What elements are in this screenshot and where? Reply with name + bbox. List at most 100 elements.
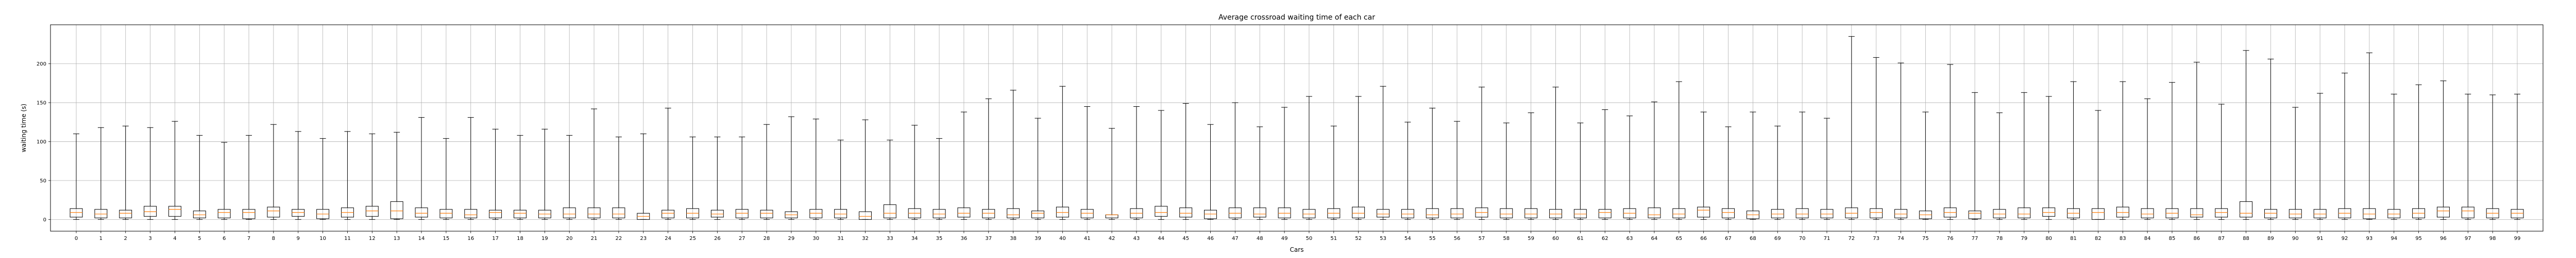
x-tick-label: 3 bbox=[148, 236, 151, 241]
x-tick-label: 82 bbox=[2095, 236, 2102, 241]
iqr-box bbox=[513, 209, 527, 218]
x-tick-label: 61 bbox=[1577, 236, 1584, 241]
x-tick-label: 74 bbox=[1897, 236, 1904, 241]
box-88 bbox=[2240, 50, 2253, 220]
iqr-box bbox=[415, 207, 428, 218]
box-27 bbox=[735, 136, 749, 220]
x-tick-label: 62 bbox=[1602, 236, 1608, 241]
iqr-box bbox=[365, 206, 379, 217]
x-tick-label: 40 bbox=[1059, 236, 1066, 241]
x-tick-label: 73 bbox=[1873, 236, 1879, 241]
iqr-box bbox=[2215, 208, 2228, 218]
y-tick-label: 200 bbox=[37, 61, 46, 67]
box-14 bbox=[415, 117, 428, 220]
box-41 bbox=[1080, 106, 1094, 220]
box-24 bbox=[662, 108, 675, 220]
iqr-box bbox=[2091, 208, 2105, 220]
box-12 bbox=[365, 133, 379, 220]
iqr-box bbox=[834, 209, 848, 218]
x-tick-label: 46 bbox=[1207, 236, 1214, 241]
box-38 bbox=[1007, 90, 1020, 220]
box-28 bbox=[760, 124, 773, 220]
box-25 bbox=[686, 136, 699, 220]
iqr-box bbox=[1031, 211, 1044, 218]
box-58 bbox=[1500, 122, 1513, 220]
iqr-box bbox=[662, 209, 675, 218]
x-tick-label: 93 bbox=[2366, 236, 2372, 241]
box-80 bbox=[2042, 96, 2056, 220]
x-tick-label: 79 bbox=[2021, 236, 2027, 241]
iqr-box bbox=[2240, 201, 2253, 218]
x-tick-label: 98 bbox=[2489, 236, 2496, 241]
box-31 bbox=[834, 139, 848, 220]
x-tick-label: 5 bbox=[198, 236, 201, 241]
iqr-box bbox=[267, 206, 280, 218]
box-86 bbox=[2190, 61, 2204, 220]
x-tick-label: 21 bbox=[591, 236, 598, 241]
x-tick-label: 55 bbox=[1429, 236, 1436, 241]
box-5 bbox=[193, 135, 206, 220]
box-55 bbox=[1426, 108, 1439, 220]
box-7 bbox=[242, 135, 256, 220]
iqr-box bbox=[2042, 207, 2056, 217]
x-tick-label: 66 bbox=[1700, 236, 1707, 241]
box-42 bbox=[1105, 128, 1118, 220]
box-51 bbox=[1327, 125, 1341, 220]
x-tick-label: 53 bbox=[1380, 236, 1386, 241]
grid-layer bbox=[50, 25, 2543, 231]
box-52 bbox=[1352, 96, 1365, 220]
x-tick-label: 29 bbox=[788, 236, 795, 241]
box-95 bbox=[2412, 84, 2426, 220]
iqr-box bbox=[587, 207, 601, 218]
x-tick-label: 67 bbox=[1725, 236, 1732, 241]
box-45 bbox=[1179, 103, 1193, 220]
iqr-box bbox=[1993, 209, 2006, 218]
box-19 bbox=[538, 128, 551, 220]
x-tick-label: 71 bbox=[1824, 236, 1831, 241]
iqr-box bbox=[859, 211, 872, 220]
iqr-box bbox=[760, 209, 773, 218]
box-92 bbox=[2338, 73, 2351, 220]
box-69 bbox=[1771, 125, 1784, 220]
x-tick-label: 92 bbox=[2342, 236, 2348, 241]
x-tick-label: 1 bbox=[99, 236, 103, 241]
box-59 bbox=[1524, 112, 1538, 220]
iqr-box bbox=[2313, 209, 2327, 218]
box-97 bbox=[2461, 93, 2475, 220]
iqr-box bbox=[1549, 209, 1562, 218]
x-tick-label: 56 bbox=[1454, 236, 1461, 241]
x-tick-label: 31 bbox=[837, 236, 844, 241]
box-2 bbox=[119, 125, 132, 220]
iqr-box bbox=[1352, 206, 1365, 218]
x-tick-label: 77 bbox=[1972, 236, 1978, 241]
x-tick-label: 23 bbox=[640, 236, 647, 241]
box-39 bbox=[1031, 118, 1044, 220]
x-tick-label: 85 bbox=[2169, 236, 2176, 241]
box-82 bbox=[2091, 110, 2105, 220]
box-66 bbox=[1697, 111, 1710, 220]
iqr-box bbox=[390, 201, 403, 219]
box-53 bbox=[1377, 86, 1389, 220]
iqr-box bbox=[2387, 209, 2401, 218]
x-tick-label: 10 bbox=[319, 236, 326, 241]
x-tick-label: 16 bbox=[467, 236, 474, 241]
x-tick-label: 52 bbox=[1355, 236, 1362, 241]
iqr-box bbox=[1820, 209, 1834, 218]
x-tick-label: 68 bbox=[1750, 236, 1756, 241]
x-tick-label: 96 bbox=[2440, 236, 2447, 241]
iqr-box bbox=[1672, 208, 1686, 218]
x-tick-label: 37 bbox=[985, 236, 992, 241]
iqr-box bbox=[168, 206, 181, 217]
box-78 bbox=[1993, 112, 2006, 220]
x-tick-label: 45 bbox=[1182, 236, 1189, 241]
iqr-box bbox=[2264, 209, 2277, 218]
iqr-box bbox=[1573, 209, 1587, 218]
x-tick-label: 36 bbox=[961, 236, 968, 241]
iqr-box bbox=[2511, 209, 2524, 218]
box-29 bbox=[785, 116, 798, 220]
iqr-box bbox=[1155, 206, 1168, 217]
box-layer bbox=[70, 36, 2524, 220]
box-94 bbox=[2387, 93, 2401, 220]
box-47 bbox=[1228, 102, 1242, 220]
